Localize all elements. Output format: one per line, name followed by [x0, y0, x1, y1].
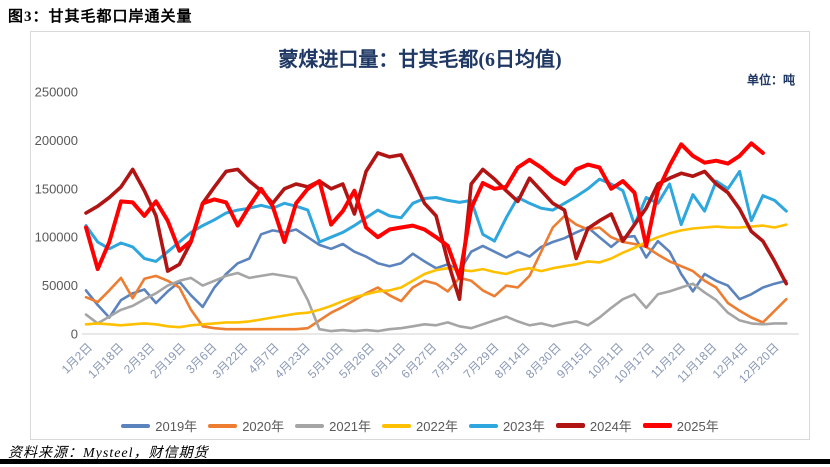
series-line-2020 — [84, 214, 788, 331]
legend-item-2019: 2019年 — [121, 416, 197, 435]
bottom-divider-bar — [0, 459, 830, 464]
chart-unit-label: 单位：吨 — [746, 73, 795, 87]
legend-item-2024: 2024年 — [555, 416, 632, 435]
legend-label: 2021年 — [329, 419, 372, 434]
y-axis-tick-label: 0 — [71, 327, 78, 342]
legend-label: 2020年 — [242, 419, 285, 434]
legend-line-swatch — [642, 423, 672, 428]
legend-item-2025: 2025年 — [642, 416, 719, 435]
legend-item-2021: 2021年 — [295, 416, 371, 435]
legend-item-2022: 2022年 — [382, 416, 458, 435]
legend-line-swatch — [555, 423, 585, 428]
series-line-2022 — [84, 223, 788, 329]
y-axis-tick-label: 150000 — [35, 181, 78, 196]
legend-line-swatch — [468, 423, 498, 428]
chart-title: 蒙煤进口量：甘其毛都(6日均值) — [278, 49, 562, 71]
legend-line-swatch — [382, 423, 412, 428]
chart-panel: 0 50000 100000 150000 200000 250000 1月2日 1月18日 2… — [30, 31, 810, 440]
y-axis-tick-label: 200000 — [35, 133, 78, 148]
source-note: 资料来源：Mysteel，财信期货 — [8, 446, 209, 461]
series-line-2019 — [84, 226, 788, 319]
series-line-2021 — [84, 271, 788, 333]
series-line-2025 — [84, 141, 765, 280]
y-axis-tick-label: 50000 — [42, 278, 78, 293]
figure-header: 图3：甘其毛都口岸通关量 — [8, 9, 193, 25]
legend-label: 2025年 — [676, 419, 719, 434]
legend-label: 2023年 — [502, 419, 545, 434]
legend-label: 2024年 — [589, 419, 632, 434]
legend-line-swatch — [208, 423, 238, 428]
y-axis-tick-label: 100000 — [35, 230, 78, 245]
y-axis-tick-label: 250000 — [35, 85, 78, 100]
series-line-2023 — [84, 169, 788, 263]
chart-plot-area: 0500001000001500002000002500001月2日1月18日2… — [35, 85, 799, 386]
legend-line-swatch — [121, 423, 151, 428]
legend-item-2020: 2020年 — [208, 416, 284, 435]
legend-label: 2019年 — [155, 419, 198, 434]
legend-label: 2022年 — [416, 419, 458, 434]
legend: 2019年 2020年 2021年 2022年 2023年 2024年 2025年 — [31, 416, 809, 435]
legend-item-2023: 2023年 — [468, 416, 545, 435]
legend-line-swatch — [295, 423, 325, 428]
